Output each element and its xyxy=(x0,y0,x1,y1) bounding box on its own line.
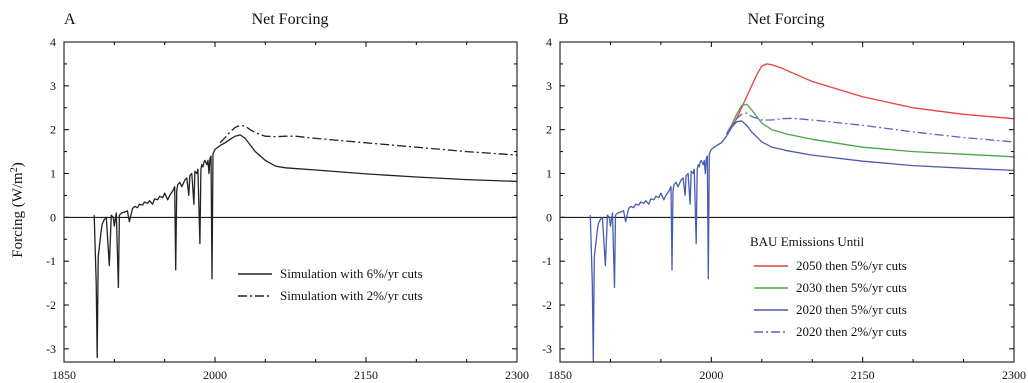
y-tick-label: 1 xyxy=(546,167,552,181)
y-tick-label: 3 xyxy=(50,79,56,93)
legend: Simulation with 6%/yr cuts Simulation wit… xyxy=(238,266,423,303)
y-tick-label: 4 xyxy=(50,35,56,49)
legend-label: 2050 then 5%/yr cuts xyxy=(796,258,907,273)
legend-label: Simulation with 6%/yr cuts xyxy=(280,266,423,281)
x-tick-label: 1850 xyxy=(548,368,572,382)
y-tick-label: 2 xyxy=(50,123,56,137)
y-tick-label: -1 xyxy=(46,254,56,268)
panel-letter: B xyxy=(558,11,569,28)
series-line-4 xyxy=(725,112,1015,143)
x-tick-label: 2150 xyxy=(354,368,378,382)
x-tick-label: 2000 xyxy=(203,368,227,382)
y-tick-label: -2 xyxy=(46,298,56,312)
y-tick-label: -3 xyxy=(46,342,56,356)
chart-title: Net Forcing xyxy=(748,11,825,28)
series-line-1 xyxy=(725,63,1015,135)
y-tick-label: 0 xyxy=(50,210,56,224)
legend: BAU Emissions Until 2050 then 5%/yr cuts 2… xyxy=(750,234,907,339)
chart-title: Net Forcing xyxy=(252,11,329,28)
y-tick-label: -1 xyxy=(542,254,552,268)
x-tick-label: 1850 xyxy=(52,368,76,382)
y-tick-label: 3 xyxy=(546,79,552,93)
series-line-2 xyxy=(219,124,518,156)
x-tick-label: 2300 xyxy=(505,368,529,382)
y-tick-label: -2 xyxy=(542,298,552,312)
y-tick-label: 1 xyxy=(50,167,56,181)
x-tick-label: 2000 xyxy=(699,368,723,382)
series-line-3 xyxy=(589,120,1015,363)
series-line-1 xyxy=(93,134,518,359)
panel-a: A Net Forcing -3 -2 -1 0 1 2 3 4 1850 2000 2150 2300 S… xyxy=(46,11,529,382)
y-tick-label: 2 xyxy=(546,123,552,137)
y-tick-label: 4 xyxy=(546,35,552,49)
plot-frame xyxy=(559,41,1015,363)
legend-label: Simulation with 2%/yr cuts xyxy=(280,288,423,303)
y-axis-label: Forcing (W/m2) xyxy=(9,162,27,257)
legend-label: 2020 then 5%/yr cuts xyxy=(796,302,907,317)
plot-frame xyxy=(63,41,518,363)
legend-label: 2030 then 5%/yr cuts xyxy=(796,280,907,295)
panel-letter: A xyxy=(64,11,76,28)
series-line-2 xyxy=(725,103,1015,158)
y-tick-label: -3 xyxy=(542,342,552,356)
legend-title: BAU Emissions Until xyxy=(750,234,865,249)
x-tick-label: 2300 xyxy=(1002,368,1026,382)
y-tick-label: 0 xyxy=(546,210,552,224)
panel-b: B Net Forcing -3 -2 -1 0 1 2 3 4 1850 2000 2150 2300 B… xyxy=(542,11,1026,382)
legend-label: 2020 then 2%/yr cuts xyxy=(796,324,907,339)
x-tick-label: 2150 xyxy=(851,368,875,382)
